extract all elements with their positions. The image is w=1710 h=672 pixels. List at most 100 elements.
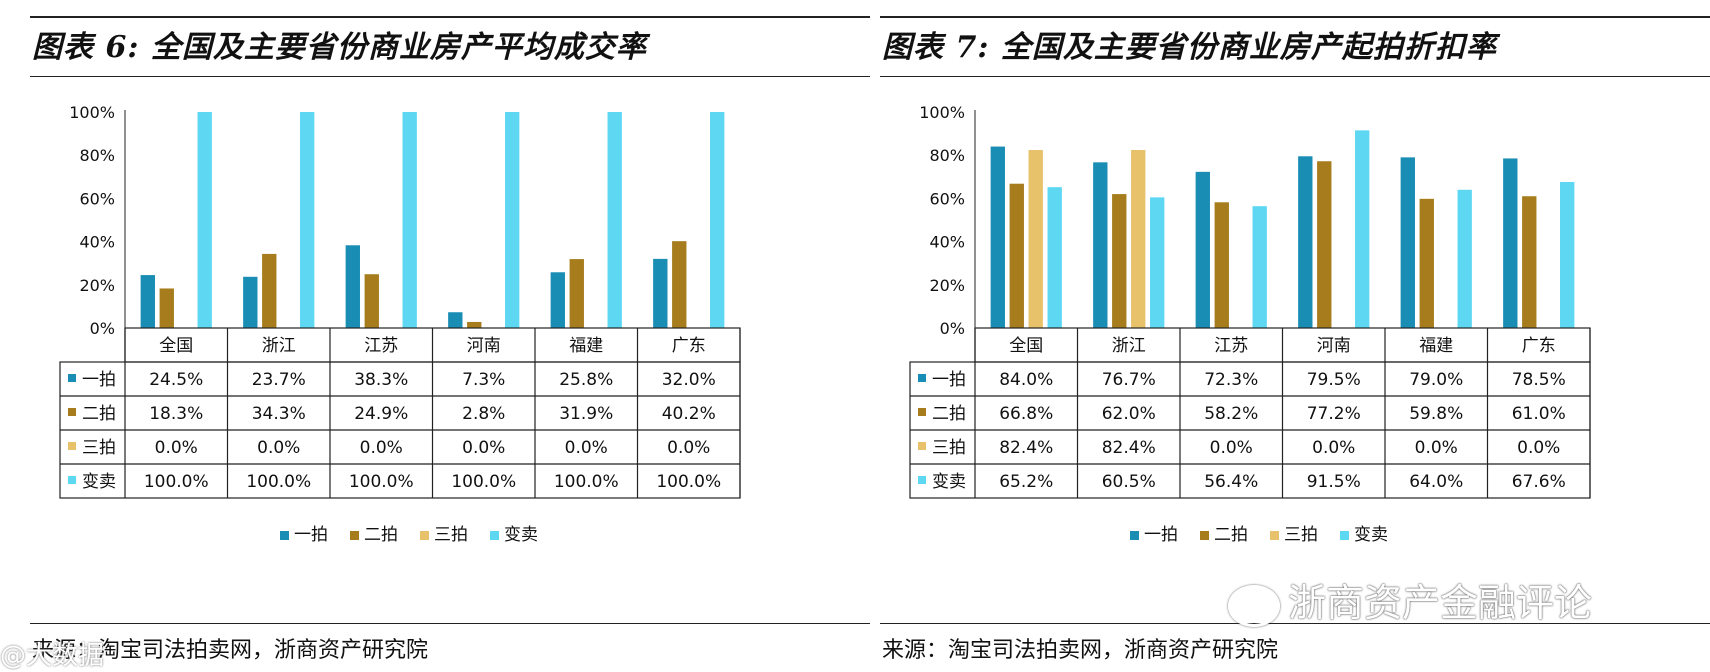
data-label: 0.0% (565, 438, 608, 458)
category-label: 福建 (1419, 336, 1453, 356)
source-rule (880, 623, 1710, 624)
bar-一拍-浙江 (243, 276, 258, 328)
y-tick-label: 60% (929, 189, 965, 208)
data-label: 84.0% (999, 370, 1053, 390)
bar-二拍-福建 (569, 259, 584, 328)
data-label: 0.0% (667, 438, 710, 458)
bar-变卖-浙江 (1150, 197, 1165, 328)
title-top-rule (30, 16, 870, 18)
data-label: 58.2% (1204, 404, 1258, 424)
bar-变卖-江苏 (402, 112, 417, 328)
bar-变卖-全国 (197, 112, 212, 328)
bar-一拍-江苏 (345, 245, 360, 328)
legend-key-三拍 (68, 442, 76, 450)
bar-三拍-浙江 (1131, 150, 1146, 328)
row-label: 二拍 (932, 404, 966, 424)
bar-一拍-全国 (990, 146, 1005, 328)
bar-二拍-河南 (1317, 161, 1332, 328)
data-label: 78.5% (1512, 370, 1566, 390)
data-label: 60.5% (1102, 472, 1156, 492)
legend-label: 一拍 (1144, 525, 1178, 545)
data-label: 38.3% (354, 370, 408, 390)
category-label: 浙江 (1112, 336, 1146, 356)
data-label: 32.0% (662, 370, 716, 390)
y-tick-label: 60% (79, 189, 115, 208)
data-label: 100.0% (349, 472, 414, 492)
data-label: 0.0% (1517, 438, 1560, 458)
bar-变卖-江苏 (1252, 206, 1267, 328)
source-note: 来源：淘宝司法拍卖网，浙商资产研究院 (882, 638, 1279, 663)
bar-变卖-广东 (1560, 181, 1575, 328)
y-tick-label: 20% (79, 276, 115, 295)
data-label: 0.0% (1312, 438, 1355, 458)
category-label: 江苏 (1214, 336, 1248, 356)
data-label: 100.0% (451, 472, 516, 492)
legend-swatch-二拍 (350, 531, 359, 540)
bar-二拍-江苏 (364, 274, 379, 328)
chart-title: 图表 6: 全国及主要省份商业房产平均成交率 (32, 30, 647, 65)
y-tick-label: 40% (79, 233, 115, 252)
chart-panel-right: 图表 7: 全国及主要省份商业房产起拍折扣率 0% 20% 40% 60% 80% 100… (880, 0, 1710, 672)
bar-二拍-浙江 (1112, 194, 1127, 328)
bar-二拍-江苏 (1214, 202, 1229, 328)
y-tick-label: 20% (929, 276, 965, 295)
data-label: 79.0% (1409, 370, 1463, 390)
bar-变卖-全国 (1047, 187, 1062, 328)
row-label: 变卖 (932, 472, 966, 492)
legend-key-三拍 (918, 442, 926, 450)
legend-key-变卖 (68, 476, 76, 484)
data-label: 25.8% (559, 370, 613, 390)
legend-key-二拍 (918, 408, 926, 416)
title-bottom-rule (880, 76, 1710, 77)
row-label: 变卖 (82, 472, 116, 492)
data-label: 61.0% (1512, 404, 1566, 424)
legend-swatch-一拍 (1130, 531, 1139, 540)
bar-一拍-广东 (653, 258, 668, 328)
bar-变卖-河南 (1355, 130, 1370, 328)
data-label: 59.8% (1409, 404, 1463, 424)
bar-二拍-浙江 (262, 253, 277, 328)
legend-swatch-二拍 (1200, 531, 1209, 540)
data-label: 72.3% (1204, 370, 1258, 390)
legend-key-一拍 (68, 374, 76, 382)
data-label: 31.9% (559, 404, 613, 424)
y-tick-label: 80% (929, 146, 965, 165)
data-label: 64.0% (1409, 472, 1463, 492)
bar-二拍-福建 (1419, 198, 1434, 328)
watermark-left: @大数据 (0, 641, 105, 671)
legend-swatch-三拍 (1270, 531, 1279, 540)
chart-panel-left: 图表 6: 全国及主要省份商业房产平均成交率 0% 20% 40% 60% 80% 100… (30, 0, 870, 672)
category-label: 全国 (159, 336, 193, 356)
legend-label: 二拍 (1214, 525, 1248, 545)
watermark: 浙商资产金融评论 (1228, 572, 1592, 627)
row-label: 三拍 (82, 438, 116, 458)
category-label: 浙江 (262, 336, 296, 356)
data-label: 24.5% (149, 370, 203, 390)
legend-key-一拍 (918, 374, 926, 382)
data-label: 100.0% (246, 472, 311, 492)
bar-一拍-河南 (448, 312, 463, 328)
row-label: 一拍 (932, 370, 966, 390)
data-label: 76.7% (1102, 370, 1156, 390)
legend-key-二拍 (68, 408, 76, 416)
legend-label: 一拍 (294, 525, 328, 545)
data-label: 18.3% (149, 404, 203, 424)
bar-一拍-河南 (1298, 156, 1313, 328)
data-label: 7.3% (462, 370, 505, 390)
data-label: 0.0% (462, 438, 505, 458)
data-label: 0.0% (155, 438, 198, 458)
data-label: 40.2% (662, 404, 716, 424)
y-tick-label: 100% (69, 103, 115, 122)
bar-一拍-广东 (1503, 158, 1518, 328)
data-label: 65.2% (999, 472, 1053, 492)
bar-一拍-浙江 (1093, 162, 1108, 328)
data-label: 100.0% (656, 472, 721, 492)
y-tick-label: 0% (90, 319, 115, 338)
bar-二拍-广东 (1522, 196, 1537, 328)
legend-swatch-一拍 (280, 531, 289, 540)
bar-二拍-河南 (467, 321, 482, 328)
row-label: 三拍 (932, 438, 966, 458)
legend-label: 三拍 (1284, 525, 1318, 545)
legend-label: 三拍 (434, 525, 468, 545)
bar-三拍-全国 (1028, 150, 1043, 328)
